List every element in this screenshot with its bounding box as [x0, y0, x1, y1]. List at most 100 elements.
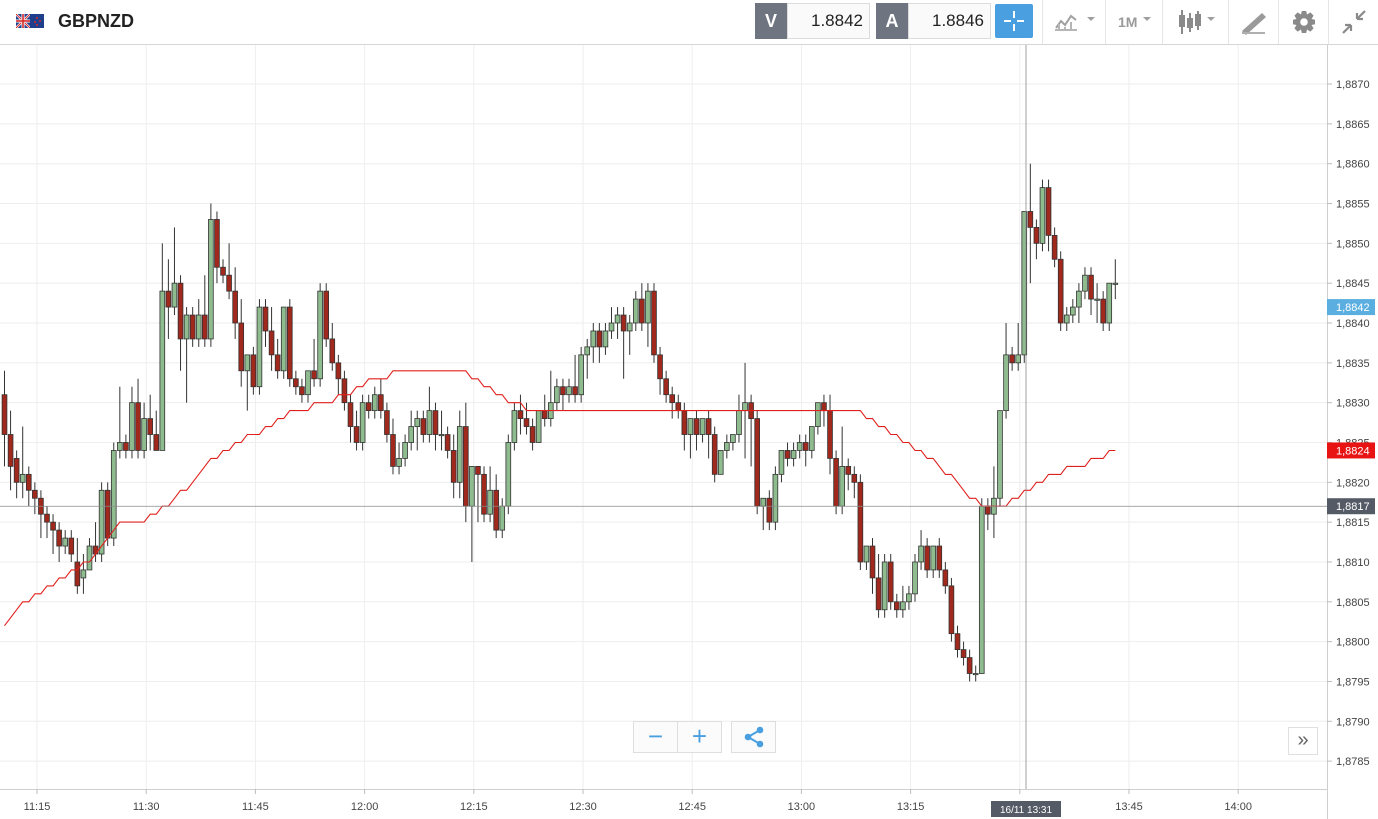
candle [960, 641, 967, 666]
candle [329, 323, 336, 371]
candle [280, 306, 287, 379]
candle [135, 378, 141, 459]
candle [991, 466, 997, 539]
candle [505, 434, 512, 515]
candle [827, 394, 833, 475]
candle [566, 378, 572, 403]
candle [396, 442, 402, 475]
collapse-arrows-icon [1342, 10, 1366, 34]
y-tick-label: 1,8835 [1336, 358, 1370, 370]
pencil-ruler-icon [1242, 13, 1266, 35]
crosshair-button[interactable] [995, 4, 1033, 38]
candle [857, 474, 864, 570]
candle [584, 338, 591, 379]
candle [214, 211, 220, 284]
timeframe-label: 1M [1118, 14, 1138, 30]
candle [299, 378, 305, 403]
candle [632, 291, 639, 331]
candle [390, 418, 396, 475]
candle [1009, 346, 1015, 371]
candle [572, 354, 578, 403]
buy-label: A [876, 3, 908, 39]
candle [44, 506, 50, 539]
candle [56, 522, 62, 562]
candle [463, 402, 469, 523]
y-tick-label: 1,8820 [1336, 477, 1370, 489]
indicators-button[interactable] [1042, 0, 1106, 44]
candle [68, 530, 75, 562]
candle [809, 426, 815, 459]
cursor-time-tag-bg [991, 801, 1061, 817]
candle [942, 561, 949, 594]
y-tick-label: 1,8870 [1336, 79, 1370, 91]
timeframe-button[interactable]: 1M [1105, 0, 1163, 44]
candle [978, 498, 985, 674]
x-tick-label: 12:45 [678, 801, 706, 813]
candle [420, 410, 427, 443]
candle [1045, 179, 1052, 252]
x-tick-label: 12:30 [569, 801, 597, 813]
zoom-in-button[interactable]: + [677, 721, 722, 753]
candle [1051, 227, 1058, 268]
share-button[interactable] [731, 721, 776, 753]
candle [535, 410, 542, 443]
candle [195, 299, 202, 347]
candle [256, 299, 263, 395]
candle [705, 410, 712, 459]
candle [408, 410, 414, 451]
zoom-out-button[interactable]: − [633, 721, 678, 753]
candle [529, 418, 536, 451]
candle [954, 625, 961, 658]
candle [778, 450, 785, 483]
collapse-button[interactable] [1328, 0, 1378, 44]
candle [687, 418, 694, 459]
candle [499, 498, 506, 539]
candle [171, 227, 178, 316]
candle [226, 243, 232, 300]
candle [930, 545, 937, 578]
candle [693, 410, 700, 451]
price-chart[interactable]: 1,8870 1,8865 1,8860 1,8855 1,8850 1,8845 1,88… [0, 45, 1378, 819]
candle [147, 394, 153, 451]
candle [426, 386, 433, 443]
sell-price[interactable]: 1.8842 [787, 3, 870, 39]
candle [784, 442, 791, 467]
candle [754, 410, 760, 515]
candle [7, 410, 14, 491]
candle [384, 402, 390, 443]
candle [948, 577, 955, 642]
candle [681, 402, 688, 451]
y-tick-label: 1,8795 [1336, 676, 1370, 688]
uk-nz-flag-icon [16, 14, 44, 28]
candle [25, 466, 32, 507]
candle [335, 354, 342, 395]
candle [578, 346, 584, 403]
candle [881, 554, 888, 618]
candle [1033, 219, 1040, 260]
candle [359, 394, 366, 451]
y-tick-label: 1,8785 [1336, 756, 1370, 768]
y-axis: 1,8870 1,8865 1,8860 1,8855 1,8850 1,8845 1,88… [1327, 79, 1370, 768]
candle [208, 203, 214, 347]
buy-price[interactable]: 1.8846 [908, 3, 991, 39]
instrument-symbol: GBPNZD [58, 11, 134, 31]
candlestick-icon [1179, 10, 1215, 34]
candle [912, 554, 918, 602]
candle [748, 394, 754, 467]
chart-type-button[interactable] [1162, 0, 1229, 44]
candle [481, 466, 487, 523]
expand-panel-button[interactable]: » [1288, 727, 1318, 755]
candle [863, 545, 870, 570]
candle [13, 450, 20, 499]
settings-button[interactable] [1278, 0, 1329, 44]
candle [596, 323, 603, 363]
candle [657, 346, 663, 395]
candle [347, 394, 354, 443]
drawing-tools-button[interactable] [1228, 0, 1279, 44]
candle [250, 346, 257, 395]
candle [365, 394, 372, 419]
candle [614, 307, 621, 339]
x-tick-label: 12:00 [351, 801, 379, 813]
candle [675, 394, 682, 419]
candle [286, 299, 293, 387]
